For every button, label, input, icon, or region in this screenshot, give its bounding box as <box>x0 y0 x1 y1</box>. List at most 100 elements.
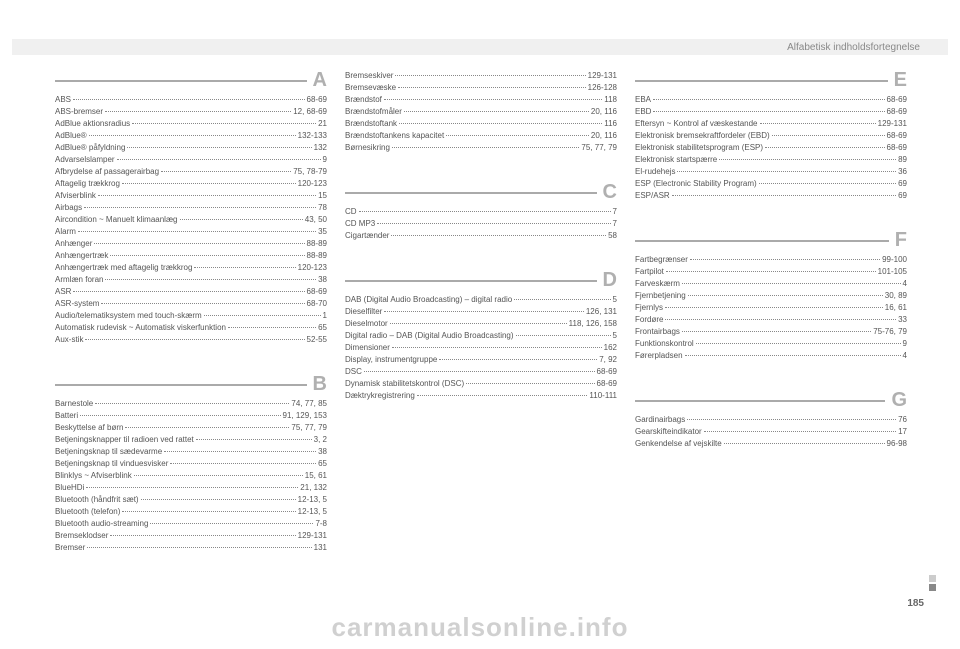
index-entry: Advarselslamper 9 <box>55 154 327 166</box>
index-entry: Bluetooth (telefon) 12-13, 5 <box>55 506 327 518</box>
entry-page: 4 <box>903 350 907 362</box>
index-entry: Gardinairbags 76 <box>635 414 907 426</box>
index-entry: Fartpilot 101-105 <box>635 266 907 278</box>
entry-label: Bluetooth (telefon) <box>55 506 120 518</box>
entry-label: ASR-system <box>55 298 99 310</box>
entry-leader-dots <box>398 87 586 88</box>
index-entry: Betjeningsknap til sædevarme 38 <box>55 446 327 458</box>
entry-leader-dots <box>665 319 896 320</box>
entry-label: Cigartænder <box>345 230 389 242</box>
entry-label: Elektronisk startspærre <box>635 154 717 166</box>
entry-leader-dots <box>89 135 296 136</box>
index-entry: Bremseskiver 129-131 <box>345 70 617 82</box>
entry-label: Dieselmotor <box>345 318 388 330</box>
entry-label: Anhængertræk <box>55 250 108 262</box>
index-entry: Bremser 131 <box>55 542 327 554</box>
entry-page: 75, 77, 79 <box>581 142 617 154</box>
entry-page: 132 <box>314 142 327 154</box>
index-entry: ASR 68-69 <box>55 286 327 298</box>
index-entry: Bremseklodser 129-131 <box>55 530 327 542</box>
heading-letter: G <box>891 390 907 410</box>
entry-leader-dots <box>80 415 280 416</box>
entry-label: Elektronisk stabilitetsprogram (ESP) <box>635 142 763 154</box>
entry-page: 9 <box>903 338 907 350</box>
index-entry: Audio/telematiksystem med touch-skærm 1 <box>55 310 327 322</box>
entry-leader-dots <box>141 499 296 500</box>
entry-leader-dots <box>359 211 611 212</box>
index-column: Bremseskiver 129-131Bremsevæske 126-128B… <box>345 70 617 430</box>
entry-label: ASR <box>55 286 71 298</box>
index-entry: AdBlue aktionsradius 21 <box>55 118 327 130</box>
entry-leader-dots <box>86 487 298 488</box>
entry-page: 68-69 <box>887 130 907 142</box>
index-entry: Dynamisk stabilitetskontrol (DSC) 68-69 <box>345 378 617 390</box>
entry-label: BlueHDi <box>55 482 84 494</box>
index-entry: Afviserblink 15 <box>55 190 327 202</box>
entry-leader-dots <box>392 347 602 348</box>
entry-page: 74, 77, 85 <box>291 398 327 410</box>
entry-page: 68-69 <box>887 106 907 118</box>
entry-page: 88-89 <box>307 250 327 262</box>
entry-leader-dots <box>384 99 602 100</box>
index-page-area: AABS 68-69ABS-bremser 12, 68-69AdBlue ak… <box>55 70 915 590</box>
entry-page: 35 <box>318 226 327 238</box>
entry-label: ESP/ASR <box>635 190 670 202</box>
entry-leader-dots <box>127 147 311 148</box>
index-entry: AdBlue® påfyldning 132 <box>55 142 327 154</box>
entry-page: 75, 77, 79 <box>291 422 327 434</box>
entry-label: Frontairbags <box>635 326 680 338</box>
entry-page: 65 <box>318 322 327 334</box>
entry-label: ESP (Electronic Stability Program) <box>635 178 757 190</box>
entry-leader-dots <box>666 271 876 272</box>
entry-label: Dæktrykregistrering <box>345 390 415 402</box>
index-entry: Afbrydelse af passagerairbag 75, 78-79 <box>55 166 327 178</box>
index-entry: Brændstoftankens kapacitet 20, 116 <box>345 130 617 142</box>
entry-page: 68-69 <box>307 94 327 106</box>
index-entry: Betjeningsknapper til radioen ved rattet… <box>55 434 327 446</box>
entry-label: Aux-stik <box>55 334 83 346</box>
index-entry: Brændstof 118 <box>345 94 617 106</box>
heading-rule <box>345 192 597 194</box>
entry-page: 7, 92 <box>599 354 617 366</box>
entry-page: 68-69 <box>597 366 617 378</box>
entry-leader-dots <box>516 335 611 336</box>
index-entry: EBD 68-69 <box>635 106 907 118</box>
entry-page: 16, 61 <box>885 302 907 314</box>
index-entry: Armlæn foran 38 <box>55 274 327 286</box>
entry-page: 162 <box>604 342 617 354</box>
entry-page: 69 <box>898 178 907 190</box>
index-entry: Børnesikring 75, 77, 79 <box>345 142 617 154</box>
index-entry: Førerpladsen 4 <box>635 350 907 362</box>
entry-leader-dots <box>765 147 884 148</box>
index-entry: Blinklys ~ Afviserblink 15, 61 <box>55 470 327 482</box>
entry-leader-dots <box>98 195 316 196</box>
entry-leader-dots <box>150 523 313 524</box>
index-section: AABS 68-69ABS-bremser 12, 68-69AdBlue ak… <box>55 70 327 346</box>
index-entry: Bluetooth (håndfrit sæt) 12-13, 5 <box>55 494 327 506</box>
entry-label: Afviserblink <box>55 190 96 202</box>
entry-page: 12-13, 5 <box>298 494 327 506</box>
entry-label: El-rudehejs <box>635 166 675 178</box>
entry-label: Batteri <box>55 410 78 422</box>
entry-label: Brændstofmåler <box>345 106 402 118</box>
section-heading: C <box>345 182 617 202</box>
entry-label: Bremseklodser <box>55 530 108 542</box>
entry-page: 52-55 <box>307 334 327 346</box>
entry-page: 12-13, 5 <box>298 506 327 518</box>
index-entry: EBA 68-69 <box>635 94 907 106</box>
index-entry: Elektronisk startspærre 89 <box>635 154 907 166</box>
entry-leader-dots <box>653 111 884 112</box>
entry-page: 131 <box>314 542 327 554</box>
index-entry: Aircondition ~ Manuelt klimaanlæg 43, 50 <box>55 214 327 226</box>
entry-label: Bremsevæske <box>345 82 396 94</box>
entry-page: 3, 2 <box>314 434 327 446</box>
entry-page: 126, 131 <box>586 306 617 318</box>
entry-leader-dots <box>395 75 585 76</box>
index-entry: Genkendelse af vejskilte 96-98 <box>635 438 907 450</box>
section-heading: G <box>635 390 907 410</box>
index-entry: Anhængertræk med aftagelig trækkrog 120-… <box>55 262 327 274</box>
entry-leader-dots <box>704 431 896 432</box>
entry-leader-dots <box>772 135 885 136</box>
index-entry: Display, instrumentgruppe 7, 92 <box>345 354 617 366</box>
entry-leader-dots <box>110 255 304 256</box>
